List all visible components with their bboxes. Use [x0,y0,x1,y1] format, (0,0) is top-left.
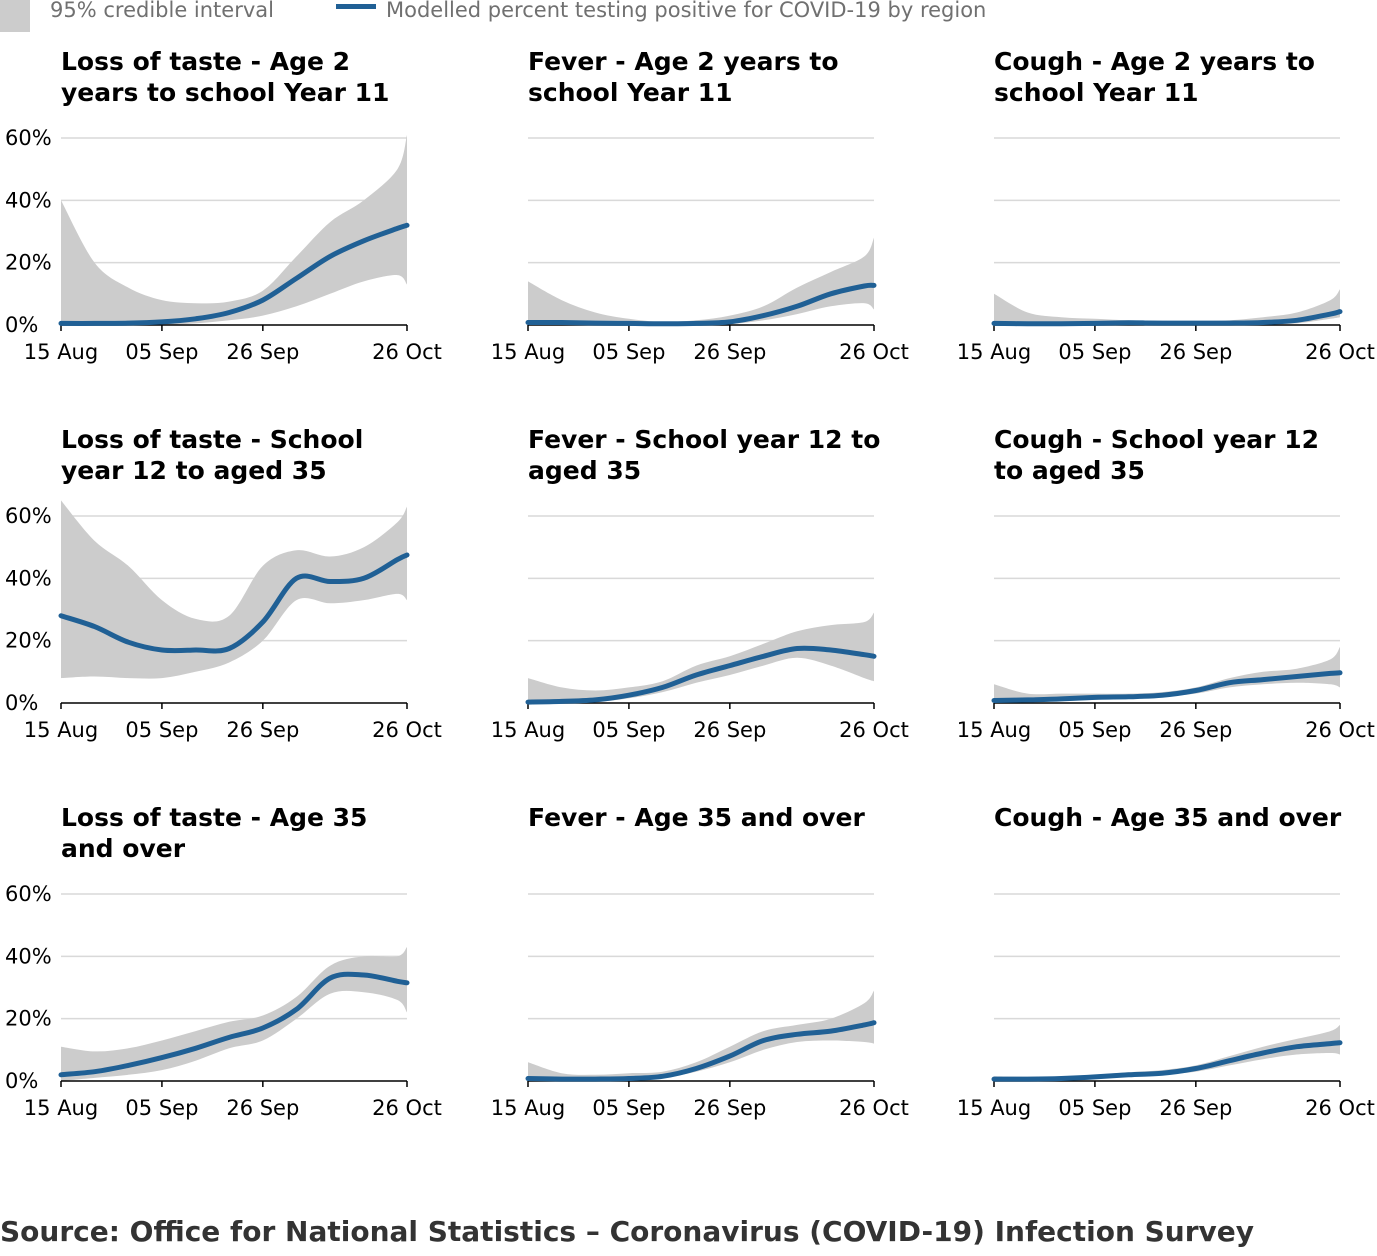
y-tick-label: 0% [5,313,38,337]
x-tick-label: 26 Oct [372,1096,442,1120]
y-tick-label: 0% [5,691,38,715]
x-tick-label: 15 Aug [24,718,98,742]
x-tick-label: 05 Sep [1058,340,1131,364]
x-tick-label: 26 Sep [226,718,299,742]
panel-title: Cough - Age 35 and over [994,803,1342,832]
panel-title: years to school Year 11 [61,78,389,107]
x-tick-label: 15 Aug [957,340,1031,364]
x-tick-label: 26 Oct [372,340,442,364]
x-tick-label: 26 Sep [226,340,299,364]
panel-title: Fever - Age 2 years to [528,47,839,76]
x-tick-label: 26 Sep [693,340,766,364]
y-tick-label: 20% [5,251,52,275]
legend: 95% credible interval Modelled percent t… [0,0,1377,34]
panel-title: Loss of taste - School [61,425,363,454]
x-tick-label: 26 Oct [839,1096,909,1120]
x-tick-label: 05 Sep [1058,1096,1131,1120]
credible-interval-band [61,947,407,1081]
modelled-line [525,1020,877,1082]
x-tick-label: 26 Oct [839,340,909,364]
panel-title: Cough - School year 12 [994,425,1319,454]
x-tick-label: 15 Aug [491,718,565,742]
y-tick-label: 0% [5,1069,38,1093]
modelled-line [525,645,877,705]
x-tick-label: 05 Sep [125,1096,198,1120]
panel-8: Cough - Age 35 and over 15 Aug 05 Sep 26 Se… [957,803,1375,1120]
panel-title: and over [61,834,186,863]
panel-title: aged 35 [528,456,641,485]
credible-interval-band [528,237,874,326]
x-tick-label: 26 Oct [372,718,442,742]
x-tick-label: 26 Oct [1305,718,1375,742]
x-tick-label: 05 Sep [592,340,665,364]
x-tick-label: 26 Sep [693,1096,766,1120]
modelled-line [991,309,1343,327]
credible-interval-band [61,134,407,326]
y-tick-label: 20% [5,1007,52,1031]
y-tick-label: 40% [5,188,52,212]
x-tick-label: 15 Aug [491,340,565,364]
panel-title: Loss of taste - Age 2 [61,47,350,76]
x-tick-label: 15 Aug [24,1096,98,1120]
source-note: Source: Office for National Statistics –… [0,1215,1255,1248]
panel-title: Fever - School year 12 to [528,425,880,454]
panel-title: school Year 11 [994,78,1199,107]
modelled-line-legend-label: Modelled percent testing positive for CO… [386,0,987,22]
panel-title: Fever - Age 35 and over [528,803,865,832]
y-tick-label: 60% [5,882,52,906]
x-tick-label: 26 Sep [1159,1096,1232,1120]
modelled-line-swatch [336,4,376,9]
y-tick-label: 40% [5,944,52,968]
modelled-line [58,971,410,1078]
x-tick-label: 15 Aug [957,718,1031,742]
x-tick-label: 05 Sep [125,340,198,364]
x-tick-label: 15 Aug [491,1096,565,1120]
x-tick-label: 26 Oct [1305,1096,1375,1120]
panel-title: Cough - Age 2 years to [994,47,1315,76]
x-tick-label: 15 Aug [957,1096,1031,1120]
credible-interval-band [61,500,407,679]
panel-title: to aged 35 [994,456,1145,485]
modelled-line [991,1040,1343,1082]
y-tick-label: 40% [5,566,52,590]
x-tick-label: 26 Sep [693,718,766,742]
modelled-line [58,222,410,326]
x-tick-label: 05 Sep [125,718,198,742]
credible-interval-band [528,612,874,704]
x-tick-label: 05 Sep [1058,718,1131,742]
x-tick-label: 05 Sep [592,1096,665,1120]
modelled-line [525,282,877,327]
credible-interval-swatch [0,0,30,32]
modelled-line [991,670,1343,703]
x-tick-label: 15 Aug [24,340,98,364]
panel-title: school Year 11 [528,78,733,107]
x-tick-label: 26 Oct [839,718,909,742]
panel-7: Fever - Age 35 and over 15 Aug 05 Sep 26 Se… [491,803,909,1120]
modelled-line [58,552,410,654]
x-tick-label: 05 Sep [592,718,665,742]
x-tick-label: 26 Sep [1159,340,1232,364]
y-tick-label: 20% [5,629,52,653]
panel-title: Loss of taste - Age 35 [61,803,367,832]
y-tick-label: 60% [5,504,52,528]
x-tick-label: 26 Sep [226,1096,299,1120]
panel-title: year 12 to aged 35 [61,456,327,485]
y-tick-label: 60% [5,126,52,150]
x-tick-label: 26 Sep [1159,718,1232,742]
credible-interval-legend-label: 95% credible interval [50,0,274,22]
x-tick-label: 26 Oct [1305,340,1375,364]
